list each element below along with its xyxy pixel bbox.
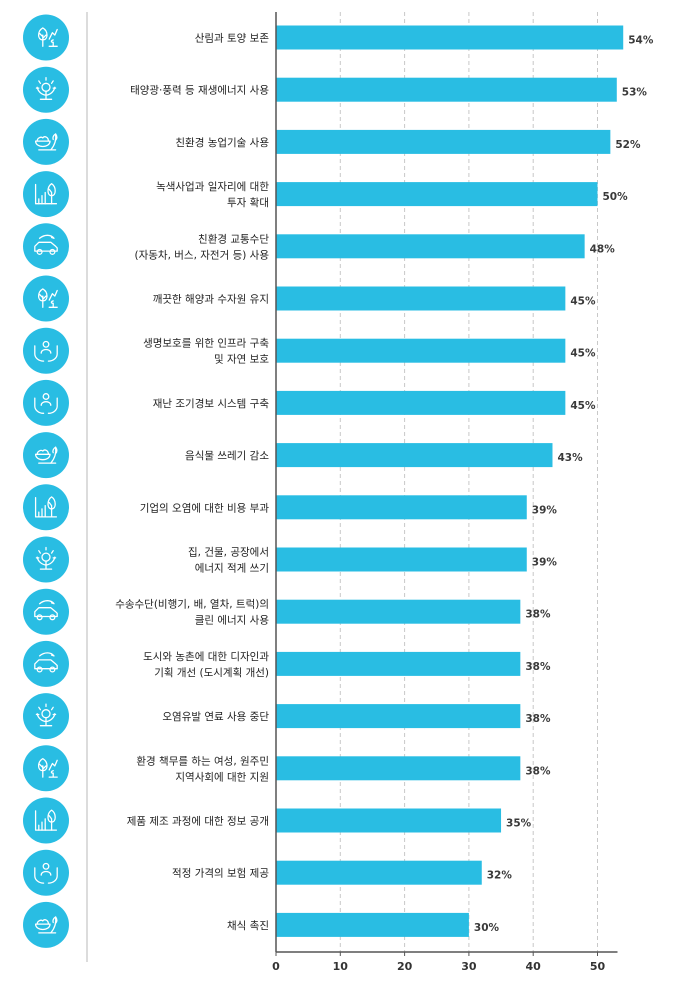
category-label: 오염유발 연료 사용 중단 xyxy=(162,711,269,723)
value-label: 38% xyxy=(525,765,551,777)
car-icon xyxy=(23,223,69,270)
category-label: 집, 건물, 공장에서 에너지 적게 쓰기 xyxy=(188,547,269,575)
food-bowl-icon xyxy=(23,118,69,165)
x-tick-label: 30 xyxy=(461,960,477,973)
value-label: 54% xyxy=(628,35,654,47)
bar xyxy=(276,129,611,154)
sun-plant-icon xyxy=(23,66,69,113)
category-label: 기업의 오염에 대한 비용 부과 xyxy=(140,501,270,514)
sun-plant-icon xyxy=(23,536,69,583)
value-label: 38% xyxy=(525,661,551,673)
category-label: 환경 책무를 하는 여성, 원주민 지역사회에 대한 지원 xyxy=(136,754,269,783)
value-label: 45% xyxy=(570,400,596,412)
bar xyxy=(276,443,553,468)
category-label: 도시와 농촌에 대한 디자인과 기획 개선 (도시계획 개선) xyxy=(143,651,269,679)
bar xyxy=(276,25,624,50)
tree-icon xyxy=(23,745,69,792)
bar xyxy=(276,338,566,363)
value-label: 38% xyxy=(525,713,551,725)
value-label: 35% xyxy=(506,818,532,830)
x-tick-label: 0 xyxy=(272,960,280,973)
bar xyxy=(276,234,585,259)
value-label: 43% xyxy=(557,452,583,464)
sun-plant-icon xyxy=(23,693,69,740)
bar xyxy=(276,860,482,885)
tree-icon xyxy=(23,275,69,322)
value-label: 38% xyxy=(525,609,551,621)
category-label: 친환경 교통수단 (자동차, 버스, 자전거 등) 사용 xyxy=(135,232,270,261)
x-tick-label: 50 xyxy=(590,960,606,973)
x-axis: 0 10 20 30 40 50 xyxy=(272,12,618,973)
category-label: 깨끗한 해양과 수자원 유지 xyxy=(153,293,269,306)
category-icons xyxy=(23,14,69,948)
category-label: 친환경 농업기술 사용 xyxy=(175,136,269,149)
value-label: 32% xyxy=(487,870,513,882)
bar xyxy=(276,77,617,102)
value-label: 30% xyxy=(474,922,500,934)
car-icon xyxy=(23,588,69,635)
category-label: 제품 제조 과정에 대한 정보 공개 xyxy=(127,816,269,828)
category-label: 산림과 토양 보존 xyxy=(195,33,270,45)
people-hands-icon xyxy=(23,849,69,896)
people-hands-icon xyxy=(23,327,69,374)
category-label: 생명보호를 위한 인프라 구축 및 자연 보호 xyxy=(143,337,269,366)
value-label: 48% xyxy=(590,243,616,255)
value-labels: 54% 53% 52% 50% 48% 45% 45% 45% 43% 39% 39% 38% 38% 3… xyxy=(474,35,654,934)
value-label: 39% xyxy=(532,504,558,516)
value-label: 45% xyxy=(570,348,596,360)
growth-chart-icon xyxy=(23,171,69,218)
bar xyxy=(276,599,521,624)
bar xyxy=(276,547,527,572)
value-label: 52% xyxy=(615,139,641,151)
category-label: 채식 촉진 xyxy=(227,920,269,932)
value-label: 53% xyxy=(622,87,648,99)
category-label: 적정 가격의 보험 제공 xyxy=(172,867,269,880)
car-icon xyxy=(23,640,69,687)
category-label: 재난 조기경보 시스템 구축 xyxy=(153,397,270,410)
value-label: 39% xyxy=(532,557,558,569)
x-tick-label: 10 xyxy=(333,960,349,973)
growth-chart-icon xyxy=(23,484,69,531)
category-label: 태양광·풍력 등 재생에너지 사용 xyxy=(130,85,269,97)
bar xyxy=(276,286,566,311)
grid-lines xyxy=(339,12,598,952)
bar xyxy=(276,808,502,833)
people-hands-icon xyxy=(23,379,69,426)
bar xyxy=(276,651,521,676)
growth-chart-icon xyxy=(23,797,69,844)
food-bowl-icon xyxy=(23,901,69,948)
tree-icon xyxy=(23,14,69,61)
x-tick-label: 40 xyxy=(526,960,542,973)
value-label: 45% xyxy=(570,296,596,308)
category-label: 녹색사업과 일자리에 대한 투자 확대 xyxy=(156,180,269,209)
x-tick-label: 20 xyxy=(397,960,413,973)
food-bowl-icon xyxy=(23,432,69,479)
bar xyxy=(276,704,521,729)
bar xyxy=(276,756,521,781)
bar xyxy=(276,182,598,207)
value-label: 50% xyxy=(603,191,629,203)
bar xyxy=(276,495,527,520)
bar xyxy=(276,390,566,415)
category-label: 음식물 쓰레기 감소 xyxy=(185,450,269,462)
category-label: 수송수단(비행기, 배, 열차, 트럭)의 클린 에너지 사용 xyxy=(115,599,269,627)
bar xyxy=(276,912,469,937)
bars xyxy=(276,25,624,937)
